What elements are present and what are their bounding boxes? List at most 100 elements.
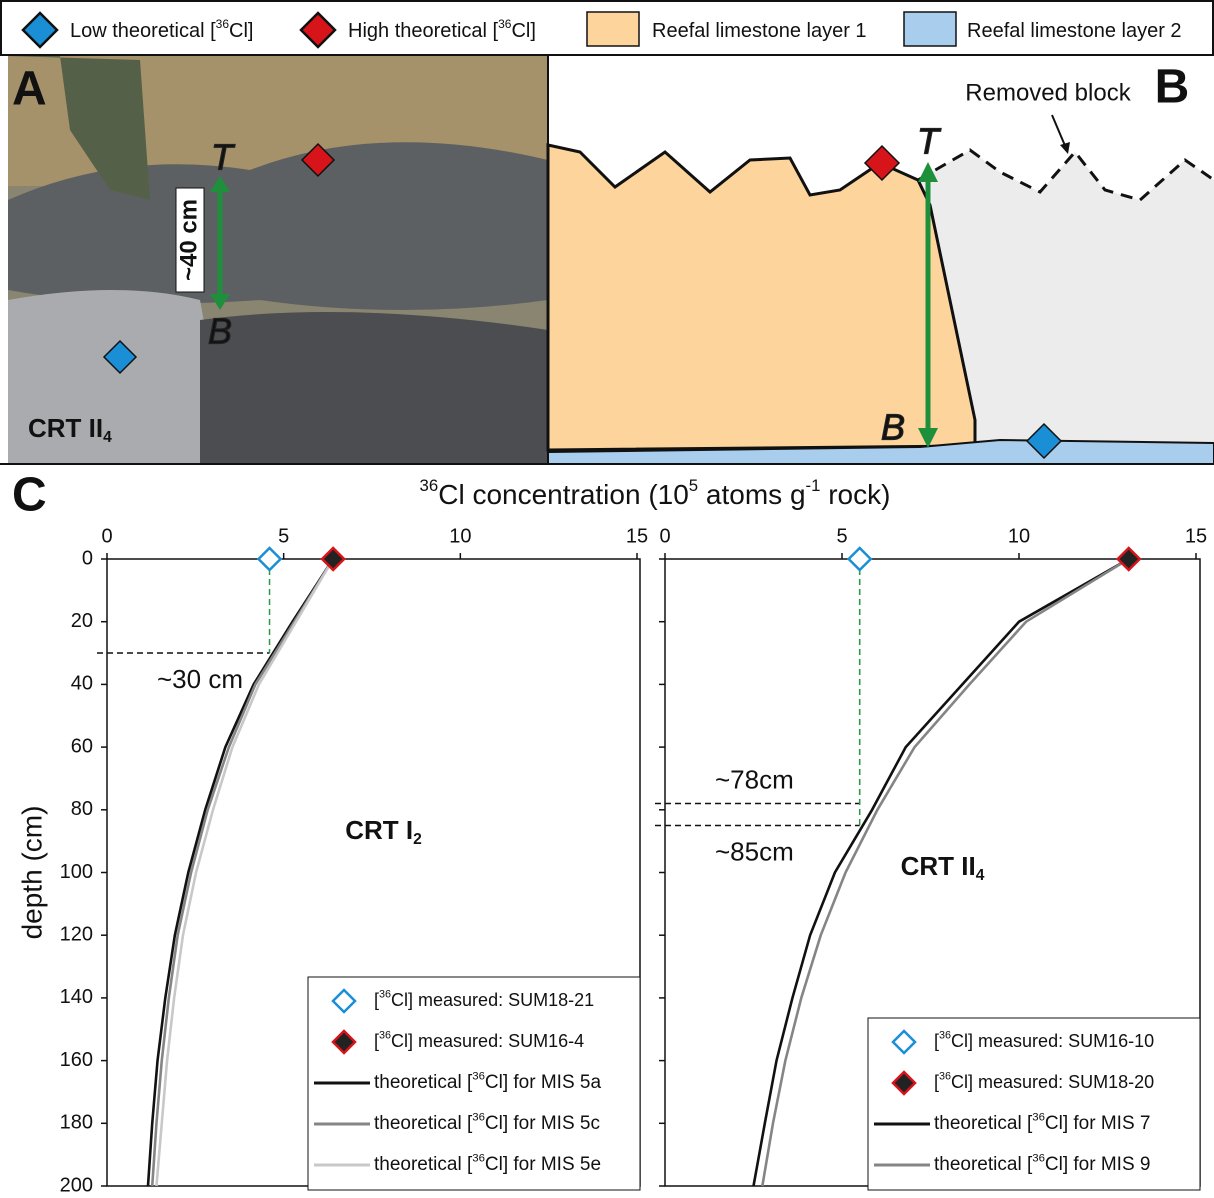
x-tick-label: 15: [626, 525, 648, 547]
site-label-part: CRT II: [28, 413, 103, 443]
y-tick-label: 160: [60, 1049, 93, 1071]
legend-label-part: [: [374, 1031, 379, 1051]
top-label: T: [211, 137, 236, 178]
depth-annotation: ~30 cm: [157, 664, 243, 694]
depth-annotation: ~85cm: [715, 836, 794, 866]
legend-label: theoretical [36Cl] for MIS 5c: [374, 1111, 600, 1134]
layer-1: [546, 143, 977, 452]
legend-label-part: 36: [472, 1152, 485, 1164]
axis-title-part: atoms g: [698, 479, 805, 510]
legend-label-part: theoretical [: [374, 1154, 473, 1175]
legend-swatch: [331, 988, 357, 1014]
measured-point: [320, 546, 346, 572]
site-label: CRT II4: [28, 413, 112, 446]
legend-label-part: Cl] for MIS 5c: [485, 1113, 600, 1134]
legend-label-part: 36: [472, 1111, 485, 1123]
axis-title-part: Cl concentration (10: [438, 479, 689, 510]
panel-letter: C: [12, 469, 47, 522]
legend-label: High theoretical [36Cl]: [348, 17, 536, 42]
legend-label-part: Cl] measured: SUM18-20: [951, 1072, 1154, 1092]
legend-label-part: Cl] measured: SUM16-4: [391, 1031, 584, 1051]
legend-label-part: Low theoretical [: [70, 20, 216, 42]
site-label-part: 4: [103, 429, 112, 446]
y-tick-label: 200: [60, 1174, 93, 1196]
curve: [155, 558, 335, 1187]
x-tick-label: 10: [449, 525, 471, 547]
panel-a: A T B ~40 cm: [8, 56, 548, 464]
y-tick-label: 180: [60, 1112, 93, 1134]
legend-label-part: Cl]: [511, 20, 535, 42]
legend-label-part: Reefal limestone layer 2: [967, 20, 1182, 42]
x-tick-label: 5: [278, 525, 289, 547]
measured-point: [256, 546, 283, 572]
legend-label-part: 36: [1032, 1152, 1045, 1164]
site-label: CRT I2: [345, 815, 422, 848]
legend-box: [867, 1017, 1201, 1191]
legend-label: [36Cl] measured: SUM16-10: [934, 1030, 1154, 1051]
y-tick-label: 120: [60, 923, 93, 945]
legend-label-part: 36: [498, 17, 512, 31]
legend-label-part: Cl]: [229, 20, 253, 42]
high-marker: [300, 142, 336, 178]
legend-label-part: 36: [472, 1070, 485, 1082]
y-tick-label: 40: [71, 673, 93, 695]
legend-label-part: theoretical [: [934, 1154, 1033, 1175]
legend-label: [36Cl] measured: SUM18-20: [934, 1071, 1154, 1092]
axis-title-part: 36: [420, 477, 439, 496]
legend-label: theoretical [36Cl] for MIS 5e: [374, 1152, 601, 1175]
curve: [761, 557, 1130, 1187]
legend-label-part: Reefal limestone layer 1: [652, 20, 867, 42]
y-tick-label: 60: [71, 735, 93, 757]
legend-label-part: Cl] for MIS 5e: [485, 1154, 601, 1175]
photo-rock: [200, 312, 548, 464]
bottom-label: B: [881, 407, 905, 448]
legend-label: Reefal limestone layer 2: [967, 20, 1182, 42]
legend-label-part: theoretical [: [374, 1072, 473, 1093]
bottom-label: B: [208, 311, 232, 352]
note-arrow: [1051, 114, 1067, 149]
measured-point: [846, 546, 873, 572]
site-label-part: 4: [976, 867, 985, 884]
legend-label-part: theoretical [: [374, 1113, 473, 1134]
legend-label-part: theoretical [: [934, 1113, 1033, 1134]
low-marker: [1025, 422, 1063, 460]
depth-annotation: ~78cm: [715, 764, 794, 794]
axis-title-part: -1: [806, 477, 821, 496]
legend-label: theoretical [36Cl] for MIS 5a: [374, 1070, 601, 1093]
top-label: T: [917, 121, 942, 162]
y-tick-label: 20: [71, 610, 93, 632]
legend-swatch: [21, 11, 59, 49]
panel-b: B Removed block T B: [546, 56, 1214, 465]
measured-point: [1115, 546, 1142, 572]
removed-outline: [917, 148, 1214, 202]
note: Removed block: [965, 79, 1131, 106]
low-marker: [102, 339, 138, 375]
scale-label: ~40 cm: [175, 199, 202, 281]
legend-label: Low theoretical [36Cl]: [70, 17, 253, 42]
legend-label-part: Cl] measured: SUM18-21: [391, 990, 594, 1010]
scale-box: [175, 187, 205, 293]
panel-letter: A: [12, 63, 47, 116]
x-tick-label: 0: [659, 525, 670, 547]
y-tick-label: 80: [71, 798, 93, 820]
photo-leg: [8, 56, 150, 200]
high-marker: [863, 144, 901, 182]
legend-label-part: 36: [939, 1071, 951, 1083]
legend-label-part: High theoretical [: [348, 20, 499, 42]
legend-label: [36Cl] measured: SUM18-21: [374, 989, 594, 1010]
legend-label-part: Cl] for MIS 9: [1045, 1154, 1151, 1175]
legend-label-part: Cl] for MIS 5a: [485, 1072, 602, 1093]
axis-title: 36Cl concentration (105 atoms g-1 rock): [420, 477, 891, 511]
legend-label-part: Cl] measured: SUM16-10: [951, 1031, 1154, 1051]
legend-swatch: [331, 1029, 357, 1055]
legend-label-part: 36: [379, 1030, 391, 1042]
site-label: CRT II4: [901, 851, 985, 884]
x-tick-label: 5: [836, 525, 847, 547]
legend-swatch: [299, 11, 337, 49]
legend-label-part: 36: [1032, 1111, 1045, 1123]
legend-label: Reefal limestone layer 1: [652, 20, 867, 42]
legend-label: theoretical [36Cl] for MIS 7: [934, 1111, 1150, 1134]
site-label-part: 2: [413, 831, 422, 848]
y-axis-title: depth (cm): [16, 806, 47, 940]
